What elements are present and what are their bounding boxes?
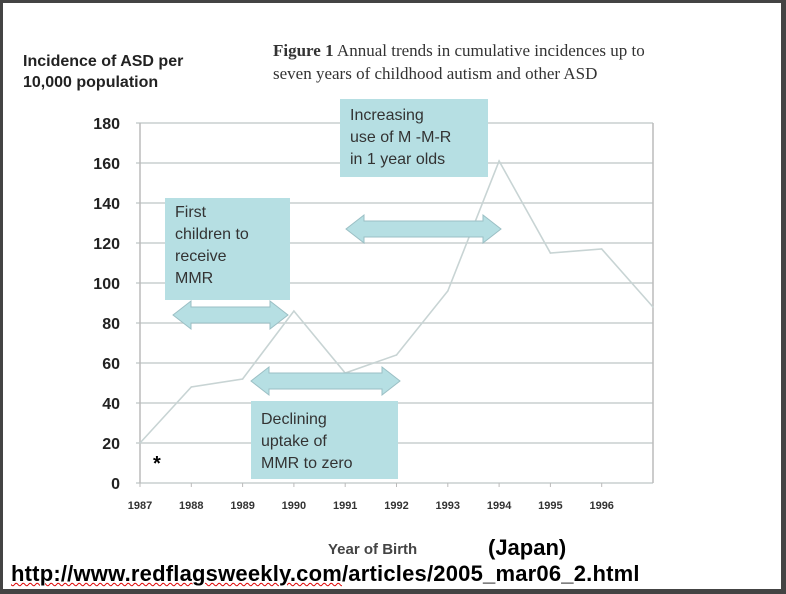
annotation-line: children to — [175, 226, 249, 243]
x-tick-label: 1987 — [128, 500, 152, 512]
annotation-increasing-use: Increasing use of M -M-R in 1 year olds — [340, 99, 488, 177]
x-tick-label: 1996 — [589, 500, 613, 512]
annotation-line: use of M -M-R — [350, 129, 452, 146]
annotation-line: receive — [175, 248, 227, 265]
data-point — [241, 378, 244, 380]
data-point — [447, 290, 449, 292]
arrow-first-children — [172, 299, 289, 331]
y-tick-label: 60 — [102, 356, 120, 373]
annotation-line: Declining — [261, 411, 327, 428]
arrow-declining — [250, 365, 401, 397]
x-tick-label: 1989 — [230, 500, 254, 512]
y-tick-label: 80 — [102, 316, 120, 333]
figure-number: Figure 1 — [273, 41, 334, 60]
y-tick-label: 20 — [102, 436, 120, 453]
data-point — [600, 248, 603, 250]
country-label: (Japan) — [488, 535, 567, 560]
y-tick-label: 0 — [111, 476, 120, 493]
x-tick-label: 1993 — [436, 500, 460, 512]
data-point — [293, 310, 295, 312]
y-label-line: Incidence of ASD per — [23, 53, 184, 70]
annotation-line: in 1 year olds — [350, 151, 446, 168]
y-tick-label: 100 — [93, 276, 120, 293]
y-label-line: 10,000 population — [23, 74, 159, 91]
x-tick-label: 1995 — [538, 500, 562, 512]
data-point — [549, 252, 552, 254]
y-tick-label: 140 — [93, 196, 120, 213]
line-chart: 0 20 40 60 80 100 120 140 160 180 1987 1988 1989 1990… — [93, 116, 654, 512]
annotation-line: MMR — [175, 270, 214, 287]
y-tick-label: 160 — [93, 156, 120, 173]
y-tick-label: 180 — [93, 116, 120, 133]
title-line: Annual trends in cumulative incidences u… — [336, 41, 645, 60]
url-path[interactable]: /articles/2005_mar06_2.html — [341, 561, 640, 586]
asterisk-marker: * — [153, 453, 161, 475]
x-tick-label: 1991 — [333, 500, 357, 512]
x-tick-label: 1992 — [384, 500, 408, 512]
data-point — [498, 160, 500, 162]
y-tick-label: 120 — [93, 236, 120, 253]
x-tick-label: 1994 — [487, 500, 512, 512]
annotation-first-children: First children to receive MMR — [165, 198, 290, 300]
x-tick-label: 1988 — [179, 500, 203, 512]
data-point — [395, 354, 398, 356]
data-point — [652, 306, 654, 308]
title-line: seven years of childhood autism and othe… — [273, 64, 598, 83]
figure-title: Figure 1 Annual trends in cumulative inc… — [273, 39, 645, 85]
source-url[interactable]: http://www.redflagsweekly.com/articles/2… — [11, 561, 640, 587]
data-point — [139, 442, 141, 444]
annotation-line: Increasing — [350, 107, 424, 124]
annotation-line: First — [175, 204, 207, 221]
arrow-increasing — [345, 213, 502, 245]
y-tick-label: 40 — [102, 396, 120, 413]
y-axis-label: Incidence of ASD per 10,000 population — [23, 51, 183, 93]
x-tick-label: 1990 — [282, 500, 306, 512]
annotation-line: MMR to zero — [261, 455, 353, 472]
data-point — [190, 386, 193, 388]
url-domain[interactable]: http://www.redflagsweekly.com — [11, 561, 342, 586]
x-axis-label: Year of Birth — [328, 541, 418, 558]
annotation-declining-uptake: Declining uptake of MMR to zero — [251, 401, 398, 479]
annotation-line: uptake of — [261, 433, 327, 450]
